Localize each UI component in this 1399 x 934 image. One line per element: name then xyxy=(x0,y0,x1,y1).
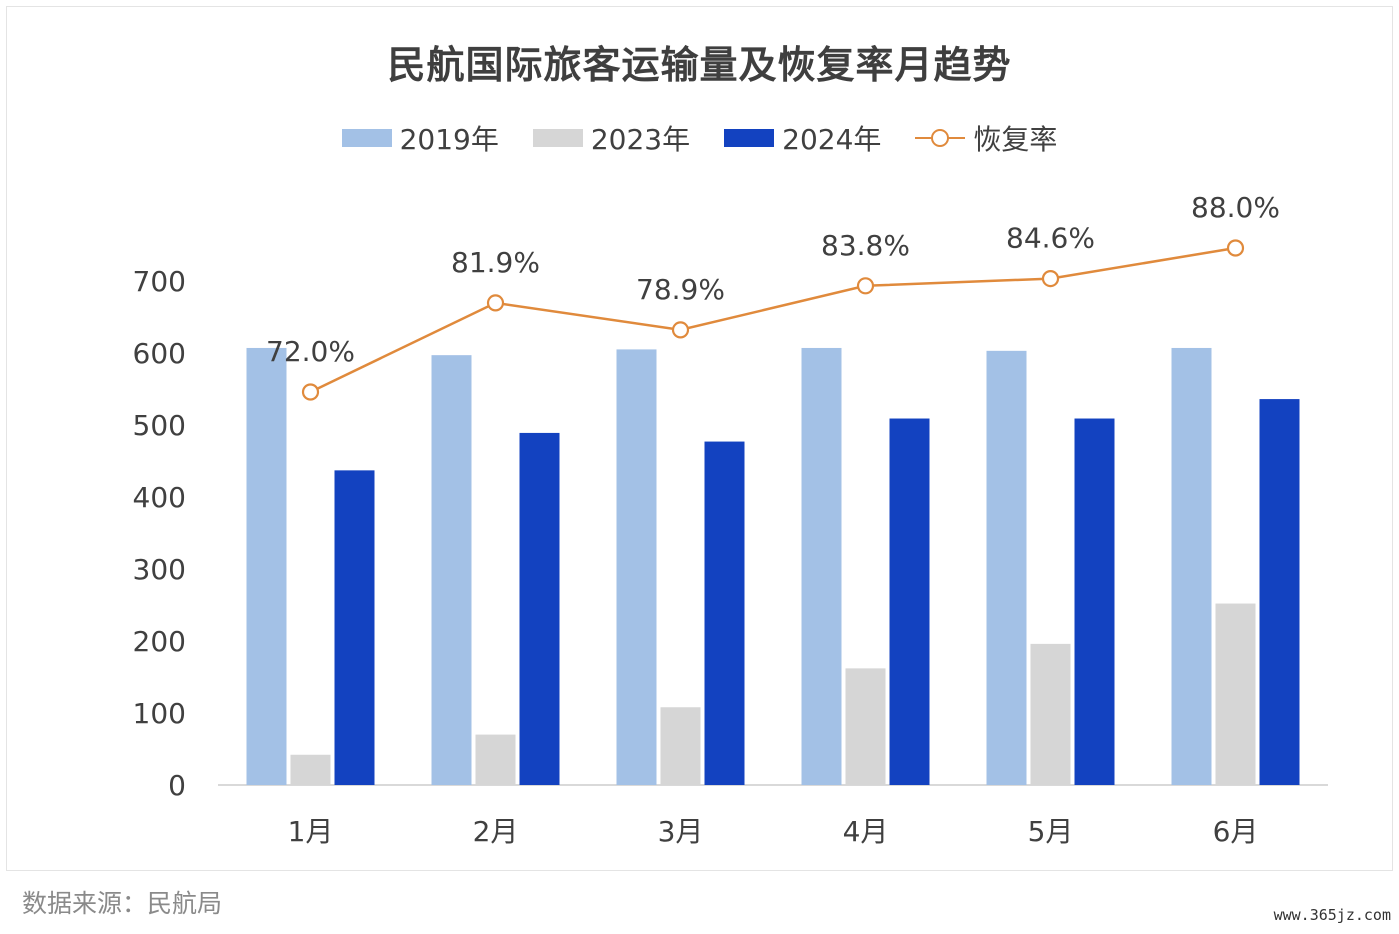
bar-2024-6 xyxy=(1259,399,1300,785)
legend-item-2019: 2019年 xyxy=(341,118,499,158)
y-tick-label: 200 xyxy=(133,625,186,658)
bar-2024-1 xyxy=(334,470,375,785)
recovery-data-label: 81.9% xyxy=(451,246,540,279)
x-tick-label: 4月 xyxy=(843,815,889,848)
y-tick-label: 600 xyxy=(133,337,186,370)
bar-2023-5 xyxy=(1030,643,1071,785)
x-tick-label: 6月 xyxy=(1213,815,1259,848)
legend-label-2019: 2019年 xyxy=(399,123,499,156)
x-tick-label: 1月 xyxy=(288,815,334,848)
bar-2023-4 xyxy=(845,668,886,785)
bar-2019-4 xyxy=(801,347,842,785)
legend-swatch-2019 xyxy=(341,129,392,147)
y-tick-label: 400 xyxy=(133,481,186,514)
x-tick-label: 2月 xyxy=(473,815,519,848)
chart-legend: 2019年 2023年 2024年 恢复率 xyxy=(0,118,1399,158)
legend-swatch-2024 xyxy=(724,129,775,147)
y-tick-label: 700 xyxy=(133,265,186,298)
y-tick-label: 500 xyxy=(133,409,186,442)
x-tick-label: 5月 xyxy=(1028,815,1074,848)
legend-item-2024: 2024年 xyxy=(724,118,881,158)
bar-2019-3 xyxy=(616,349,657,785)
recovery-data-label: 72.0% xyxy=(266,335,355,368)
legend-label-2023: 2023年 xyxy=(590,123,691,156)
x-tick-label: 3月 xyxy=(658,815,704,848)
y-tick-label: 100 xyxy=(133,697,186,730)
recovery-data-label: 84.6% xyxy=(1006,222,1095,255)
y-tick-label: 0 xyxy=(168,769,186,802)
recovery-point xyxy=(301,383,320,401)
bar-2023-3 xyxy=(660,707,701,785)
bar-2019-1 xyxy=(246,347,287,785)
recovery-rate-line xyxy=(309,246,1236,394)
legend-item-2023: 2023年 xyxy=(532,118,691,158)
recovery-point xyxy=(671,321,690,339)
bar-2023-6 xyxy=(1215,603,1256,785)
legend-label-recovery: 恢复率 xyxy=(973,123,1058,156)
legend-line-marker-icon xyxy=(915,126,966,150)
bar-2019-5 xyxy=(986,350,1027,785)
recovery-data-label: 88.0% xyxy=(1191,191,1280,224)
legend-swatch-2023 xyxy=(532,129,583,147)
bar-2024-5 xyxy=(1074,418,1115,785)
recovery-point xyxy=(1226,239,1245,257)
recovery-point xyxy=(486,294,505,312)
recovery-data-label: 83.8% xyxy=(821,229,910,262)
recovery-point xyxy=(856,277,875,295)
recovery-data-label: 78.9% xyxy=(636,273,725,306)
bar-2023-2 xyxy=(475,734,516,785)
source-note: 数据来源：民航局 xyxy=(22,889,223,918)
recovery-point xyxy=(1041,270,1060,288)
bar-2024-3 xyxy=(704,441,745,785)
y-tick-label: 300 xyxy=(133,553,186,586)
bar-2019-6 xyxy=(1171,347,1212,785)
legend-label-2024: 2024年 xyxy=(782,123,882,156)
bar-2024-4 xyxy=(889,418,930,785)
legend-item-recovery: 恢复率 xyxy=(915,118,1057,158)
bar-2024-2 xyxy=(519,432,560,785)
watermark: www.365jz.com xyxy=(1273,906,1391,924)
chart-title: 民航国际旅客运输量及恢复率月趋势 xyxy=(387,43,1012,87)
bar-2019-2 xyxy=(431,355,472,785)
bar-2023-1 xyxy=(290,754,331,785)
